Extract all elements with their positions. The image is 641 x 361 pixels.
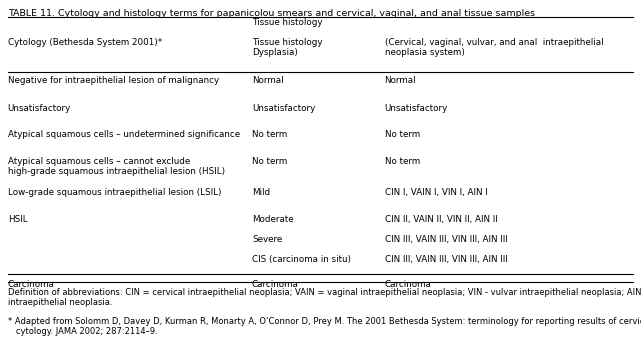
Text: Moderate: Moderate: [252, 215, 294, 224]
Text: CIN III, VAIN III, VIN III, AIN III: CIN III, VAIN III, VIN III, AIN III: [385, 235, 507, 244]
Text: * Adapted from Solomm D, Davey D, Kurman R, Monarty A, O’Connor D, Prey M. The 2: * Adapted from Solomm D, Davey D, Kurman…: [8, 317, 641, 336]
Text: No term: No term: [252, 157, 287, 166]
Text: Unsatisfactory: Unsatisfactory: [385, 104, 448, 113]
Text: Tissue histology
Dysplasia): Tissue histology Dysplasia): [252, 38, 322, 57]
Text: Low-grade squamous intraepithelial lesion (LSIL): Low-grade squamous intraepithelial lesio…: [8, 188, 221, 197]
Text: Normal: Normal: [252, 76, 283, 85]
Text: Carcinoma: Carcinoma: [252, 280, 299, 289]
Text: Mild: Mild: [252, 188, 270, 197]
Text: CIS (carcinoma in situ): CIS (carcinoma in situ): [252, 255, 351, 264]
Text: Unsatisfactory: Unsatisfactory: [252, 104, 315, 113]
Text: Carcinoma: Carcinoma: [385, 280, 431, 289]
Text: Atypical squamous cells – cannot exclude
high-grade squamous intraepithelial les: Atypical squamous cells – cannot exclude…: [8, 157, 225, 176]
Text: Atypical squamous cells – undetermined significance: Atypical squamous cells – undetermined s…: [8, 130, 240, 139]
Text: (Cervical, vaginal, vulvar, and anal  intraepithelial
neoplasia system): (Cervical, vaginal, vulvar, and anal int…: [385, 38, 603, 57]
Text: Tissue histology: Tissue histology: [252, 18, 322, 27]
Text: No term: No term: [385, 130, 420, 139]
Text: CIN II, VAIN II, VIN II, AIN II: CIN II, VAIN II, VIN II, AIN II: [385, 215, 497, 224]
Text: No term: No term: [252, 130, 287, 139]
Text: Severe: Severe: [252, 235, 282, 244]
Text: Cytology (Bethesda System 2001)*: Cytology (Bethesda System 2001)*: [8, 38, 162, 47]
Text: TABLE 11. Cytology and histology terms for papanicolou smears and cervical, vagi: TABLE 11. Cytology and histology terms f…: [8, 9, 535, 18]
Text: HSIL: HSIL: [8, 215, 28, 224]
Text: CIN I, VAIN I, VIN I, AIN I: CIN I, VAIN I, VIN I, AIN I: [385, 188, 487, 197]
Text: Negative for intraepithelial lesion of malignancy: Negative for intraepithelial lesion of m…: [8, 76, 219, 85]
Text: No term: No term: [385, 157, 420, 166]
Text: CIN III, VAIN III, VIN III, AIN III: CIN III, VAIN III, VIN III, AIN III: [385, 255, 507, 264]
Text: Normal: Normal: [385, 76, 416, 85]
Text: Unsatisfactory: Unsatisfactory: [8, 104, 71, 113]
Text: Carcinoma: Carcinoma: [8, 280, 54, 289]
Text: Definition of abbreviations: CIN = cervical intraepithelial neoplasia; VAIN = va: Definition of abbreviations: CIN = cervi…: [8, 288, 641, 308]
